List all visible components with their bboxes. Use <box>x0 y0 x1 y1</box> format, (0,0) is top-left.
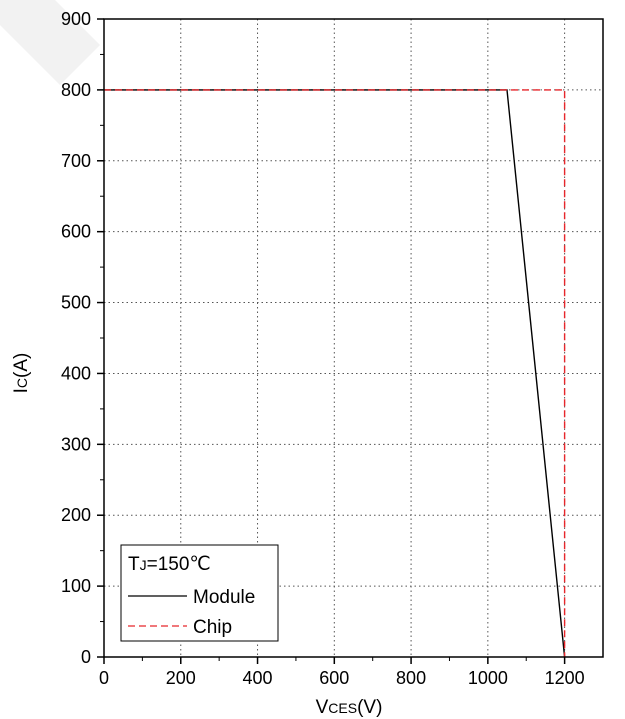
x-tick-label: 800 <box>396 668 426 688</box>
x-tick-label: 600 <box>319 668 349 688</box>
y-tick-label: 200 <box>61 505 91 525</box>
y-tick-label: 100 <box>61 576 91 596</box>
legend-label-module: Module <box>193 587 255 608</box>
y-tick-label: 400 <box>61 363 91 383</box>
x-axis-label-unit: (V) <box>357 697 382 718</box>
y-axis-label-unit: (A) <box>11 353 32 378</box>
x-tick-label: 400 <box>243 668 273 688</box>
x-tick-label: 200 <box>166 668 196 688</box>
y-axis-ticks: 0 100 200 300 400 500 600 700 800 900 <box>61 9 104 667</box>
x-tick-label: 1200 <box>545 668 585 688</box>
y-tick-label: 700 <box>61 151 91 171</box>
series-line-chip <box>104 89 566 657</box>
x-axis-label-main: V <box>316 697 329 718</box>
y-axis-label-main: I <box>11 388 32 393</box>
legend: TJ=150℃ Module Chip <box>120 544 279 642</box>
y-tick-label: 300 <box>61 434 91 454</box>
y-tick-label: 900 <box>61 9 91 29</box>
series-layer <box>104 89 566 658</box>
y-tick-label: 500 <box>61 293 91 313</box>
legend-title: TJ=150℃ <box>128 554 211 575</box>
x-axis-ticks: 0 200 400 600 800 1000 1200 <box>99 657 585 688</box>
y-tick-label: 800 <box>61 80 91 100</box>
x-tick-label: 1000 <box>468 668 508 688</box>
x-tick-label: 0 <box>99 668 109 688</box>
y-tick-label: 0 <box>81 647 91 667</box>
x-axis-label: VCES(V) <box>316 697 383 718</box>
legend-title-rest: =150℃ <box>147 554 211 575</box>
y-axis-label: IC(A) <box>11 353 32 394</box>
watermark-shape <box>0 0 100 85</box>
x-axis-label-sub: CES <box>328 700 357 716</box>
legend-box <box>120 544 279 642</box>
legend-title-sub: J <box>140 557 147 573</box>
legend-title-main: T <box>128 554 140 575</box>
y-tick-label: 600 <box>61 222 91 242</box>
y-axis-label-sub: C <box>14 378 30 388</box>
legend-label-chip: Chip <box>193 617 232 638</box>
